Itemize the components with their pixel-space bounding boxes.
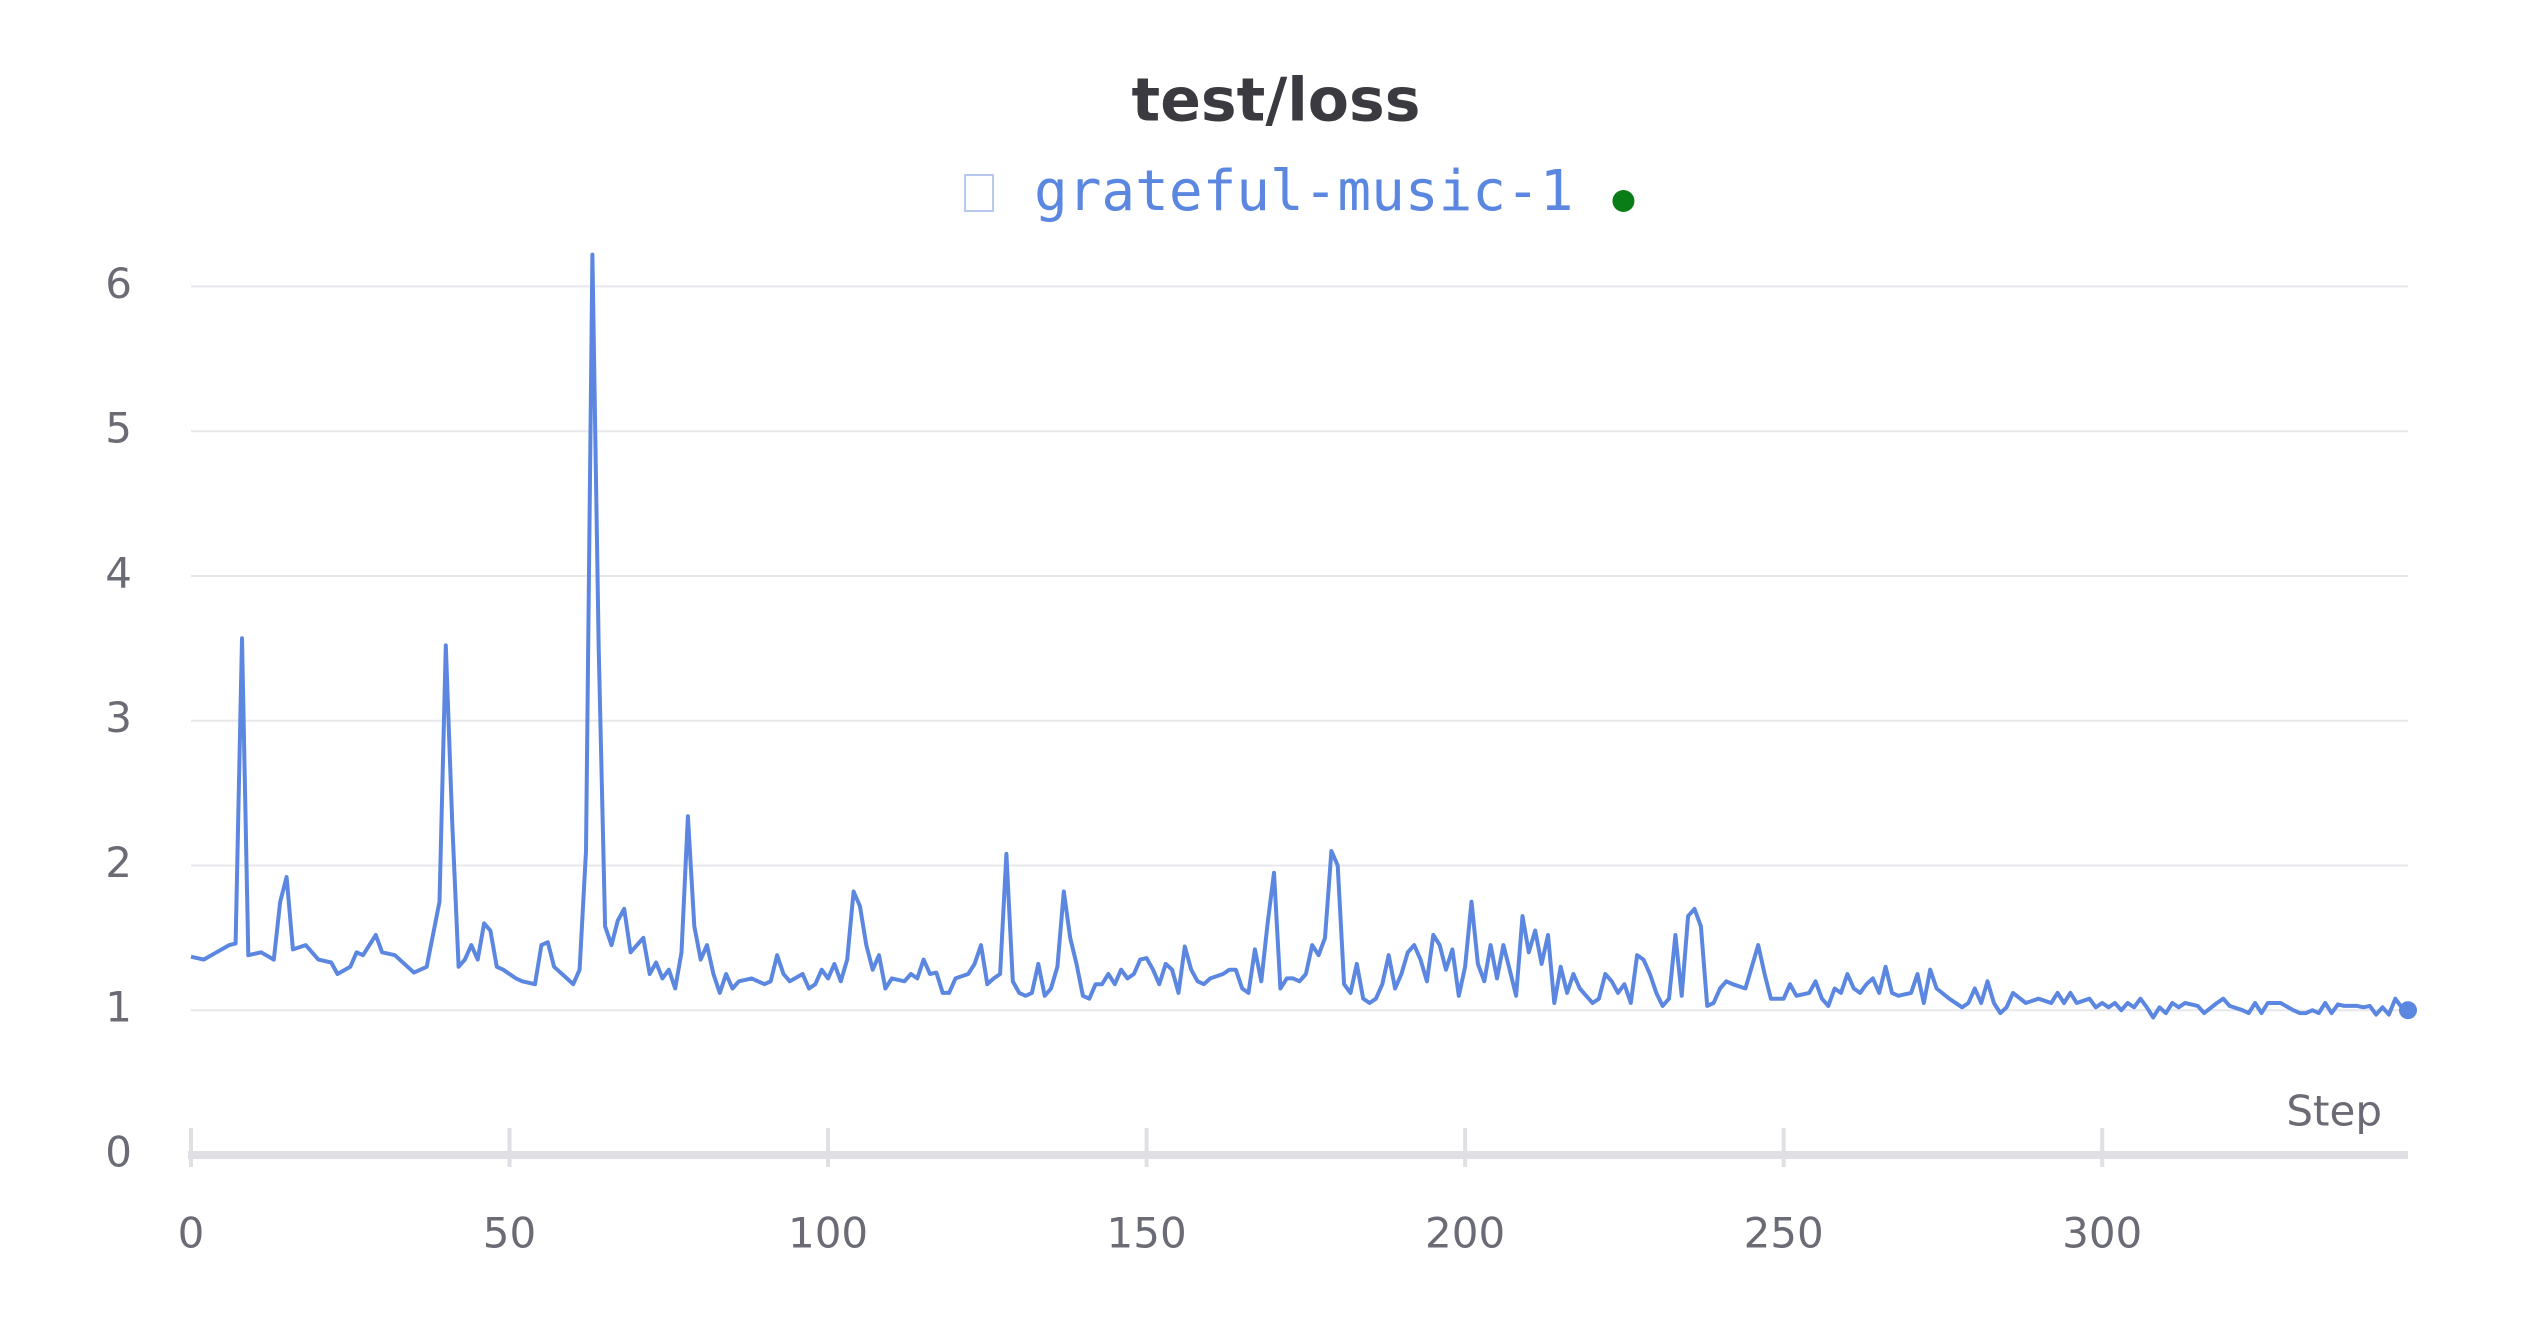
data-line [190, 252, 2409, 1020]
y-tick-label: 5 [105, 404, 132, 453]
legend-icon [964, 174, 994, 212]
x-axis-label: Step [2286, 1087, 2382, 1136]
last-point [2399, 1001, 2417, 1020]
y-tick-label: 2 [105, 838, 132, 887]
y-tick-label: 1 [105, 983, 132, 1032]
y-tick-label: 0 [105, 1128, 132, 1177]
x-tick-label: 250 [1744, 1209, 1824, 1258]
x-tick-label: 300 [2062, 1209, 2142, 1258]
x-tick-label: 150 [1107, 1209, 1187, 1258]
x-tick-label: 0 [178, 1209, 205, 1258]
run-status-dot [1612, 190, 1635, 212]
y-tick-label: 4 [105, 548, 132, 597]
y-tick-label: 6 [105, 259, 132, 308]
x-tick-label: 100 [788, 1209, 868, 1258]
x-tick-label: 200 [1425, 1209, 1505, 1258]
legend-entry: grateful-music-1 [1034, 159, 1573, 224]
y-tick-label: 3 [105, 693, 132, 742]
x-tick-label: 50 [483, 1209, 536, 1258]
chart-title: test/loss [1132, 66, 1421, 136]
